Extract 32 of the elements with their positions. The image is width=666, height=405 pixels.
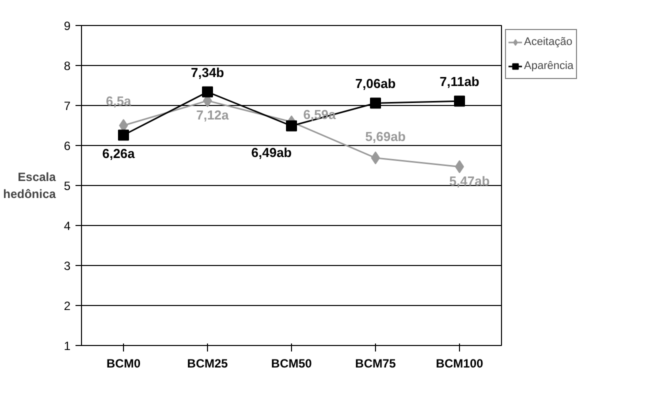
x-tick-label: BCM0 <box>106 356 141 370</box>
y-tick-label: 7 <box>64 99 71 113</box>
point <box>286 120 297 132</box>
legend-label: Aparência <box>524 60 574 72</box>
y-tick-label: 5 <box>64 179 71 193</box>
y-tick-label: 9 <box>64 19 71 33</box>
data-label: 7,06ab <box>355 76 396 92</box>
data-label: 6,59a <box>303 106 337 122</box>
legend-label: Aceitação <box>524 36 572 48</box>
data-label: 5,47ab <box>449 174 490 189</box>
x-tick-label: BCM100 <box>436 356 484 370</box>
x-tick-label: BCM25 <box>187 356 228 370</box>
y-tick-label: 2 <box>64 299 71 313</box>
y-tick-label: 6 <box>64 139 71 153</box>
point <box>118 130 129 141</box>
y-axis-title: Escala hedônica <box>3 170 56 201</box>
x-tick-label: BCM75 <box>355 356 396 370</box>
point <box>454 96 465 107</box>
y-tick-label: 4 <box>64 219 71 233</box>
y-tick-label: 1 <box>64 339 71 353</box>
data-label: 6,26a <box>102 146 136 162</box>
data-label: 5,69ab <box>365 128 406 144</box>
x-tick-label: BCM50 <box>271 356 312 370</box>
data-label: 7,12a <box>196 108 230 123</box>
y-tick-label: 8 <box>64 59 71 73</box>
point <box>202 86 213 98</box>
y-tick-label: 3 <box>64 259 71 273</box>
point <box>370 98 381 109</box>
data-label: 7,34b <box>190 64 224 80</box>
data-label: 6,5a <box>106 94 132 108</box>
data-label: 6,49ab <box>251 144 292 160</box>
data-label: 7,11ab <box>440 74 480 90</box>
